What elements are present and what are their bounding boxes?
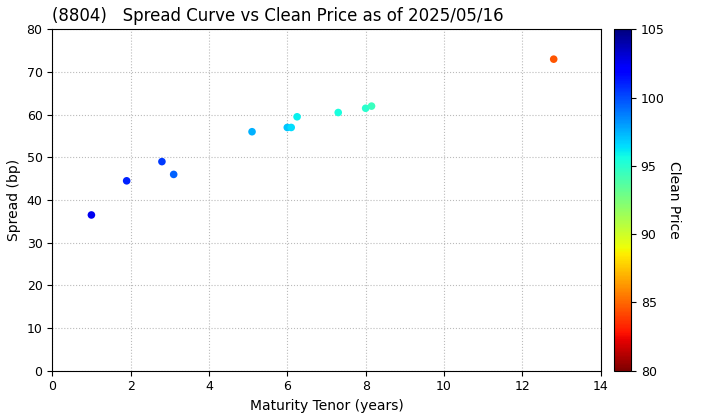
Point (292, 113, 303, 120)
Point (246, 129, 258, 135)
Point (285, 124, 297, 131)
Point (548, 56, 559, 63)
Point (121, 178, 132, 184)
Point (156, 158, 168, 165)
Point (168, 171, 179, 178)
Point (282, 124, 293, 131)
Point (333, 109, 344, 116)
Point (86, 212, 97, 218)
Y-axis label: Clean Price: Clean Price (667, 161, 681, 239)
Point (360, 105, 372, 112)
X-axis label: Maturity Tenor (years): Maturity Tenor (years) (250, 399, 403, 413)
Text: (8804)   Spread Curve vs Clean Price as of 2025/05/16: (8804) Spread Curve vs Clean Price as of… (53, 7, 504, 25)
Point (366, 103, 377, 110)
Y-axis label: Spread (bp): Spread (bp) (7, 159, 21, 241)
